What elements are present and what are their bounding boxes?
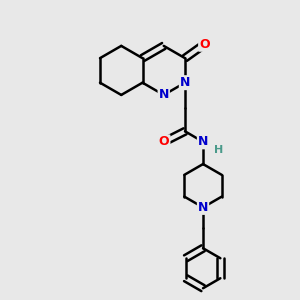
- Text: O: O: [159, 135, 170, 148]
- Text: H: H: [214, 145, 223, 154]
- Text: O: O: [199, 38, 210, 51]
- Text: N: N: [180, 76, 190, 89]
- Text: N: N: [198, 201, 208, 214]
- Text: N: N: [159, 88, 169, 101]
- Text: N: N: [198, 135, 208, 148]
